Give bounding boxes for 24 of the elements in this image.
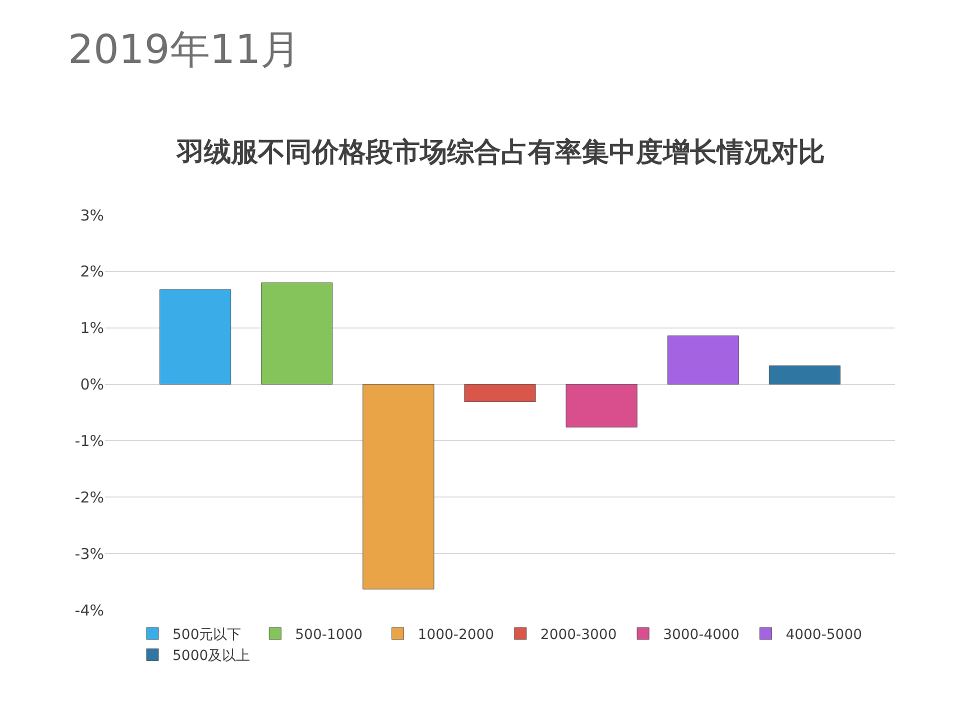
legend-label: 2000-3000 bbox=[540, 626, 617, 643]
y-tick-label: -4% bbox=[74, 601, 104, 620]
bar bbox=[159, 289, 232, 385]
bar bbox=[261, 282, 333, 385]
y-tick-label: -3% bbox=[74, 544, 104, 563]
chart-subtitle: 2019年11月 bbox=[68, 27, 301, 73]
chart-title: 羽绒服不同价格段市场综合占有率集中度增长情况对比 bbox=[176, 137, 825, 168]
legend-label: 3000-4000 bbox=[663, 626, 740, 643]
bar bbox=[768, 365, 841, 385]
y-tick-label: 1% bbox=[80, 319, 104, 338]
bar bbox=[667, 336, 739, 385]
y-tick-label: 0% bbox=[80, 376, 104, 394]
y-tick-label: -1% bbox=[74, 432, 104, 450]
bar bbox=[566, 384, 638, 428]
bar bbox=[362, 384, 434, 590]
legend-label: 1000-2000 bbox=[418, 626, 494, 643]
legend-label: 500元以下 bbox=[172, 626, 242, 643]
y-tick-label: 2% bbox=[80, 262, 104, 281]
legend-label: 5000及以上 bbox=[172, 648, 250, 664]
legend-label: 500-1000 bbox=[295, 626, 363, 643]
bar bbox=[464, 384, 536, 402]
legend-label: 4000-5000 bbox=[786, 626, 862, 643]
y-tick-label: -2% bbox=[74, 488, 104, 506]
y-tick-label: 3% bbox=[80, 206, 104, 224]
